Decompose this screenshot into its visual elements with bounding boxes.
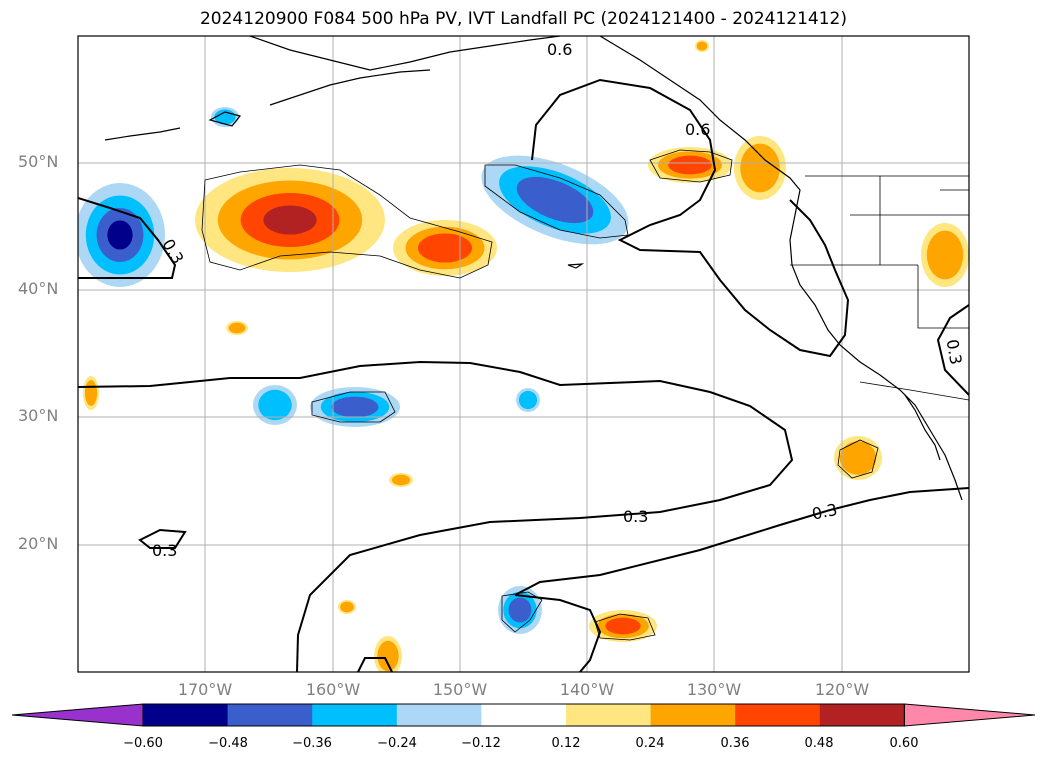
colorbar-extend-max [903, 703, 1036, 727]
colorbar-segment [819, 704, 905, 726]
colorbar-segment [312, 704, 398, 726]
map-frame [77, 35, 970, 673]
anomaly-shade [605, 617, 641, 635]
anomaly-shade [508, 597, 532, 623]
colorbar-tick: −0.48 [208, 736, 248, 751]
anomaly-shade [228, 322, 246, 334]
colorbar-tick: 0.36 [720, 736, 750, 751]
colorbar-tick: 0.24 [635, 736, 665, 751]
anomaly-shade [696, 41, 708, 51]
anomaly-shade [377, 640, 399, 672]
contour-label: 0.6 [547, 40, 572, 59]
anomaly-shade [84, 380, 98, 406]
lon-label: 130°W [686, 680, 742, 699]
contour-label: 0.3 [810, 500, 839, 524]
colorbar-segment [396, 704, 482, 726]
lon-label: 120°W [814, 680, 870, 699]
colorbar-segment [227, 704, 313, 726]
anomaly-shade [926, 230, 964, 280]
anomaly-shade [518, 390, 538, 410]
coastlines [104, 36, 963, 501]
anomaly-shade [258, 389, 292, 421]
gridlines [78, 36, 969, 672]
contour-label: 0.3 [943, 338, 966, 366]
anomaly-shade [107, 220, 133, 250]
colorbar-tick: −0.60 [123, 736, 163, 751]
lat-label: 40°N [18, 279, 59, 298]
lon-label: 150°W [432, 680, 488, 699]
map-title: 2024120900 F084 500 hPa PV, IVT Landfall… [199, 9, 847, 29]
colorbar-tick: 0.48 [804, 736, 834, 751]
contour-label-group: 0.6 0.6 0.3 0.3 0.3 0.3 0.3 [152, 40, 966, 560]
contour-label: 0.3 [152, 541, 177, 560]
anomaly-shade [263, 205, 317, 235]
anomaly-shade [740, 143, 780, 193]
colorbar-tick: −0.36 [292, 736, 332, 751]
contour-label: 0.3 [623, 507, 648, 526]
colorbar-segment [481, 704, 567, 726]
anomaly-shade [516, 176, 594, 224]
anomaly-shade [668, 155, 712, 175]
anomaly-shade [417, 233, 473, 263]
colorbar-extend-min [11, 703, 144, 727]
colorbar-tick: −0.24 [377, 736, 417, 751]
colorbar-segment [735, 704, 821, 726]
anomaly-shade [331, 396, 379, 418]
colorbar [11, 703, 1036, 727]
contour-lines [78, 78, 969, 672]
shading-outlines [201, 149, 879, 641]
lon-label: 160°W [305, 680, 361, 699]
lon-label: 170°W [177, 680, 233, 699]
colorbar-tick: 0.12 [551, 736, 581, 751]
colorbar-outline [142, 703, 905, 727]
colorbar-segment [143, 704, 229, 726]
lat-label: 20°N [18, 534, 59, 553]
lat-label: 30°N [18, 406, 59, 425]
colorbar-tick: 0.60 [889, 736, 919, 751]
lon-label: 140°W [559, 680, 615, 699]
pv-anomaly-shading [78, 40, 969, 672]
anomaly-shade [340, 601, 354, 613]
anomaly-shade [391, 474, 411, 486]
political-borders [790, 175, 969, 401]
colorbar-segment [650, 704, 736, 726]
anomaly-shade [839, 441, 877, 475]
lat-label: 50°N [18, 152, 59, 171]
colorbar-tick: −0.12 [461, 736, 501, 751]
colorbar-segment [566, 704, 652, 726]
contour-label: 0.6 [685, 120, 710, 139]
